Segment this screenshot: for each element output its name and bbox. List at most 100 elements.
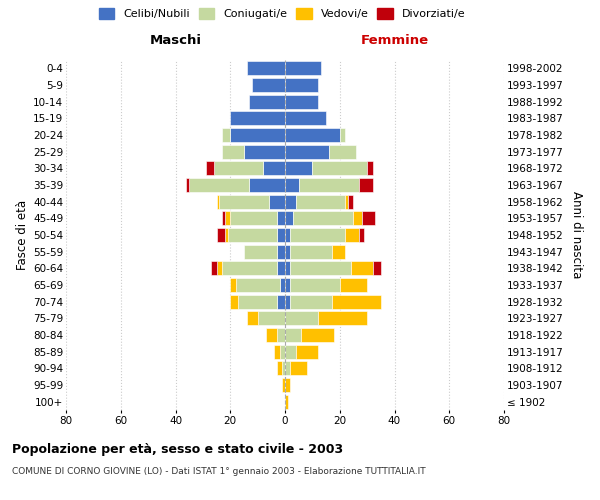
Bar — [238, 294, 277, 308]
Bar — [340, 278, 367, 292]
Bar — [290, 361, 307, 376]
Bar — [211, 261, 217, 276]
Bar — [285, 194, 296, 209]
Bar — [285, 394, 288, 409]
Bar — [189, 178, 250, 192]
Bar — [222, 144, 244, 159]
Bar — [277, 228, 285, 242]
Text: Maschi: Maschi — [149, 34, 202, 46]
Bar — [269, 194, 285, 209]
Bar — [290, 294, 332, 308]
Bar — [214, 162, 263, 175]
Bar — [277, 294, 285, 308]
Bar — [285, 112, 326, 126]
Bar — [230, 112, 285, 126]
Bar — [230, 278, 236, 292]
Bar — [290, 278, 340, 292]
Bar — [220, 194, 269, 209]
Bar — [282, 378, 285, 392]
Bar — [318, 311, 367, 326]
Bar — [285, 144, 329, 159]
Bar — [290, 244, 332, 259]
Bar — [285, 162, 313, 175]
Legend: Celibi/Nubili, Coniugati/e, Vedovi/e, Divorziati/e: Celibi/Nubili, Coniugati/e, Vedovi/e, Di… — [99, 8, 465, 19]
Y-axis label: Anni di nascita: Anni di nascita — [570, 192, 583, 278]
Bar — [367, 162, 373, 175]
Bar — [285, 328, 301, 342]
Text: Popolazione per età, sesso e stato civile - 2003: Popolazione per età, sesso e stato civil… — [12, 442, 343, 456]
Bar — [280, 278, 285, 292]
Bar — [277, 328, 285, 342]
Bar — [345, 194, 348, 209]
Bar — [285, 261, 290, 276]
Bar — [217, 228, 225, 242]
Bar — [332, 294, 381, 308]
Bar — [285, 378, 290, 392]
Bar — [351, 261, 373, 276]
Bar — [187, 178, 189, 192]
Bar — [244, 144, 285, 159]
Bar — [296, 194, 345, 209]
Bar — [313, 162, 367, 175]
Bar — [285, 94, 318, 109]
Bar — [277, 261, 285, 276]
Bar — [299, 178, 359, 192]
Bar — [277, 244, 285, 259]
Bar — [252, 78, 285, 92]
Bar — [250, 94, 285, 109]
Bar — [247, 311, 257, 326]
Bar — [353, 211, 362, 226]
Bar — [280, 344, 285, 359]
Bar — [285, 78, 318, 92]
Bar — [293, 211, 353, 226]
Bar — [359, 228, 364, 242]
Bar — [332, 244, 345, 259]
Bar — [362, 211, 376, 226]
Bar — [225, 211, 230, 226]
Bar — [244, 244, 277, 259]
Bar — [290, 228, 345, 242]
Bar — [285, 211, 293, 226]
Bar — [230, 211, 277, 226]
Bar — [257, 311, 285, 326]
Bar — [230, 294, 238, 308]
Bar — [227, 228, 277, 242]
Bar — [359, 178, 373, 192]
Bar — [340, 128, 345, 142]
Bar — [301, 328, 334, 342]
Bar — [236, 278, 280, 292]
Bar — [274, 344, 280, 359]
Bar — [263, 162, 285, 175]
Bar — [285, 294, 290, 308]
Bar — [373, 261, 381, 276]
Bar — [285, 278, 290, 292]
Text: COMUNE DI CORNO GIOVINE (LO) - Dati ISTAT 1° gennaio 2003 - Elaborazione TUTTITA: COMUNE DI CORNO GIOVINE (LO) - Dati ISTA… — [12, 468, 425, 476]
Bar — [296, 344, 318, 359]
Bar — [285, 228, 290, 242]
Bar — [290, 261, 351, 276]
Bar — [222, 128, 230, 142]
Bar — [282, 361, 285, 376]
Bar — [277, 211, 285, 226]
Bar — [222, 261, 277, 276]
Bar — [348, 194, 353, 209]
Bar — [247, 62, 285, 76]
Bar — [329, 144, 356, 159]
Bar — [225, 228, 227, 242]
Text: Femmine: Femmine — [361, 34, 428, 46]
Bar — [250, 178, 285, 192]
Bar — [217, 194, 220, 209]
Bar — [277, 361, 282, 376]
Bar — [285, 128, 340, 142]
Bar — [285, 344, 296, 359]
Bar — [222, 211, 225, 226]
Bar — [285, 361, 290, 376]
Bar — [285, 244, 290, 259]
Bar — [266, 328, 277, 342]
Bar — [217, 261, 222, 276]
Bar — [230, 128, 285, 142]
Bar — [285, 62, 320, 76]
Bar — [285, 178, 299, 192]
Bar — [285, 311, 318, 326]
Y-axis label: Fasce di età: Fasce di età — [16, 200, 29, 270]
